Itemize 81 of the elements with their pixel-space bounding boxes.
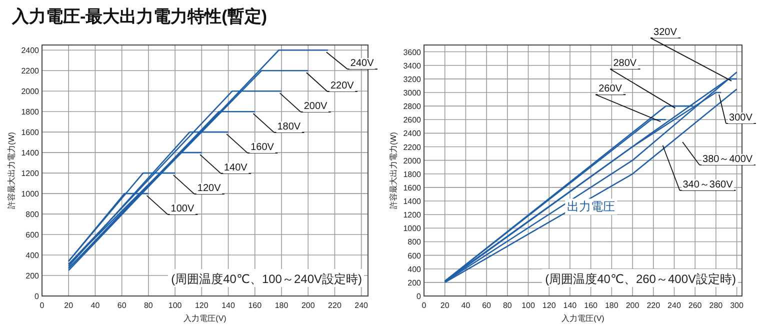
x-tick-label: 120	[542, 301, 556, 310]
annotation: 140V	[224, 162, 248, 174]
y-tick-label: 3000	[403, 88, 422, 98]
annotation: 280V	[613, 58, 637, 70]
x-tick-label: 200	[301, 301, 316, 310]
y-tick-label: 1800	[21, 108, 40, 117]
annotation: 380～400V	[702, 154, 753, 165]
x-tick-label: 20	[440, 301, 450, 310]
x-tick-label: 220	[646, 301, 661, 310]
y-tick-label: 1600	[403, 183, 422, 192]
y-tick-label: 800	[26, 210, 40, 220]
x-tick-label: 60	[482, 301, 492, 310]
annotation: 180V	[277, 122, 301, 133]
y-tick-label: 1200	[403, 210, 422, 220]
y-tick-label: 600	[26, 230, 40, 240]
annotation: (周囲温度40℃、100～240V設定時)	[171, 272, 362, 286]
x-tick-label: 160	[584, 301, 598, 310]
y-tick-label: 2800	[403, 102, 422, 112]
x-tick-label: 240	[354, 301, 369, 310]
x-axis-title: 入力電圧(V)	[562, 314, 605, 323]
y-tick-label: 2400	[403, 129, 422, 138]
annotation: (周囲温度40℃、260～400V設定時)	[545, 272, 736, 286]
x-tick-label: 120	[194, 301, 209, 310]
annotation: 340～360V	[682, 179, 734, 190]
x-tick-label: 60	[117, 301, 127, 310]
y-tick-label: 800	[408, 238, 422, 247]
y-tick-label: 600	[408, 251, 422, 260]
annotation: 200V	[304, 101, 328, 112]
y-tick-label: 1400	[403, 197, 422, 206]
annotation: 出力電圧	[567, 200, 616, 214]
x-tick-label: 100	[168, 301, 182, 310]
y-tick-label: 0	[34, 292, 40, 301]
annotation: 300V	[729, 112, 753, 124]
x-tick-label: 180	[274, 301, 289, 310]
x-tick-label: 260	[688, 301, 702, 310]
y-tick-label: 2000	[403, 156, 422, 166]
x-tick-label: 20	[64, 301, 74, 310]
y-tick-label: 1000	[403, 224, 422, 234]
x-tick-label: 180	[604, 301, 619, 310]
annotation: 320V	[654, 26, 678, 38]
annotation: 160V	[250, 142, 274, 154]
y-tick-label: 2200	[21, 66, 40, 76]
x-tick-label: 300	[730, 301, 744, 310]
y-tick-label: 2200	[403, 142, 422, 152]
x-tick-label: 240	[668, 301, 682, 310]
y-tick-label: 1400	[21, 148, 40, 158]
x-tick-label: 160	[248, 301, 262, 310]
y-tick-label: 2400	[21, 46, 40, 56]
annotation: 260V	[598, 84, 622, 95]
x-axis-title: 入力電圧(V)	[184, 314, 227, 323]
annotation: 120V	[197, 183, 222, 194]
annotation: 240V	[350, 58, 374, 70]
y-tick-label: 1000	[21, 190, 40, 199]
y-tick-label: 400	[408, 264, 422, 274]
annotation: 100V	[170, 204, 194, 215]
y-tick-label: 3400	[403, 61, 422, 70]
y-tick-label: 0	[416, 292, 422, 301]
y-tick-label: 3200	[403, 74, 422, 84]
y-tick-label: 200	[26, 272, 40, 281]
y-tick-label: 2600	[403, 116, 422, 125]
y-axis-title: 許容最大出力電力(W)	[7, 132, 16, 209]
chart-title: 入力電圧-最大出力電力特性(暫定)	[11, 7, 267, 26]
y-tick-label: 3600	[403, 48, 422, 57]
x-tick-label: 140	[222, 301, 236, 310]
x-tick-label: 220	[328, 301, 342, 310]
annotation: 220V	[330, 80, 354, 92]
x-tick-label: 100	[522, 301, 536, 310]
y-tick-label: 1200	[21, 169, 40, 178]
x-tick-label: 200	[626, 301, 640, 310]
x-tick-label: 80	[502, 301, 512, 310]
y-tick-label: 200	[408, 278, 422, 288]
x-tick-label: 40	[90, 301, 100, 310]
x-tick-label: 140	[563, 301, 578, 310]
x-tick-label: 40	[461, 301, 471, 310]
y-tick-label: 1800	[403, 170, 422, 179]
y-axis-title: 許容最大出力電力(W)	[389, 132, 398, 209]
y-tick-label: 400	[26, 251, 40, 260]
y-tick-label: 1600	[21, 128, 40, 138]
y-tick-label: 2000	[21, 87, 40, 96]
x-tick-label: 280	[709, 301, 724, 310]
x-tick-label: 80	[144, 301, 154, 310]
